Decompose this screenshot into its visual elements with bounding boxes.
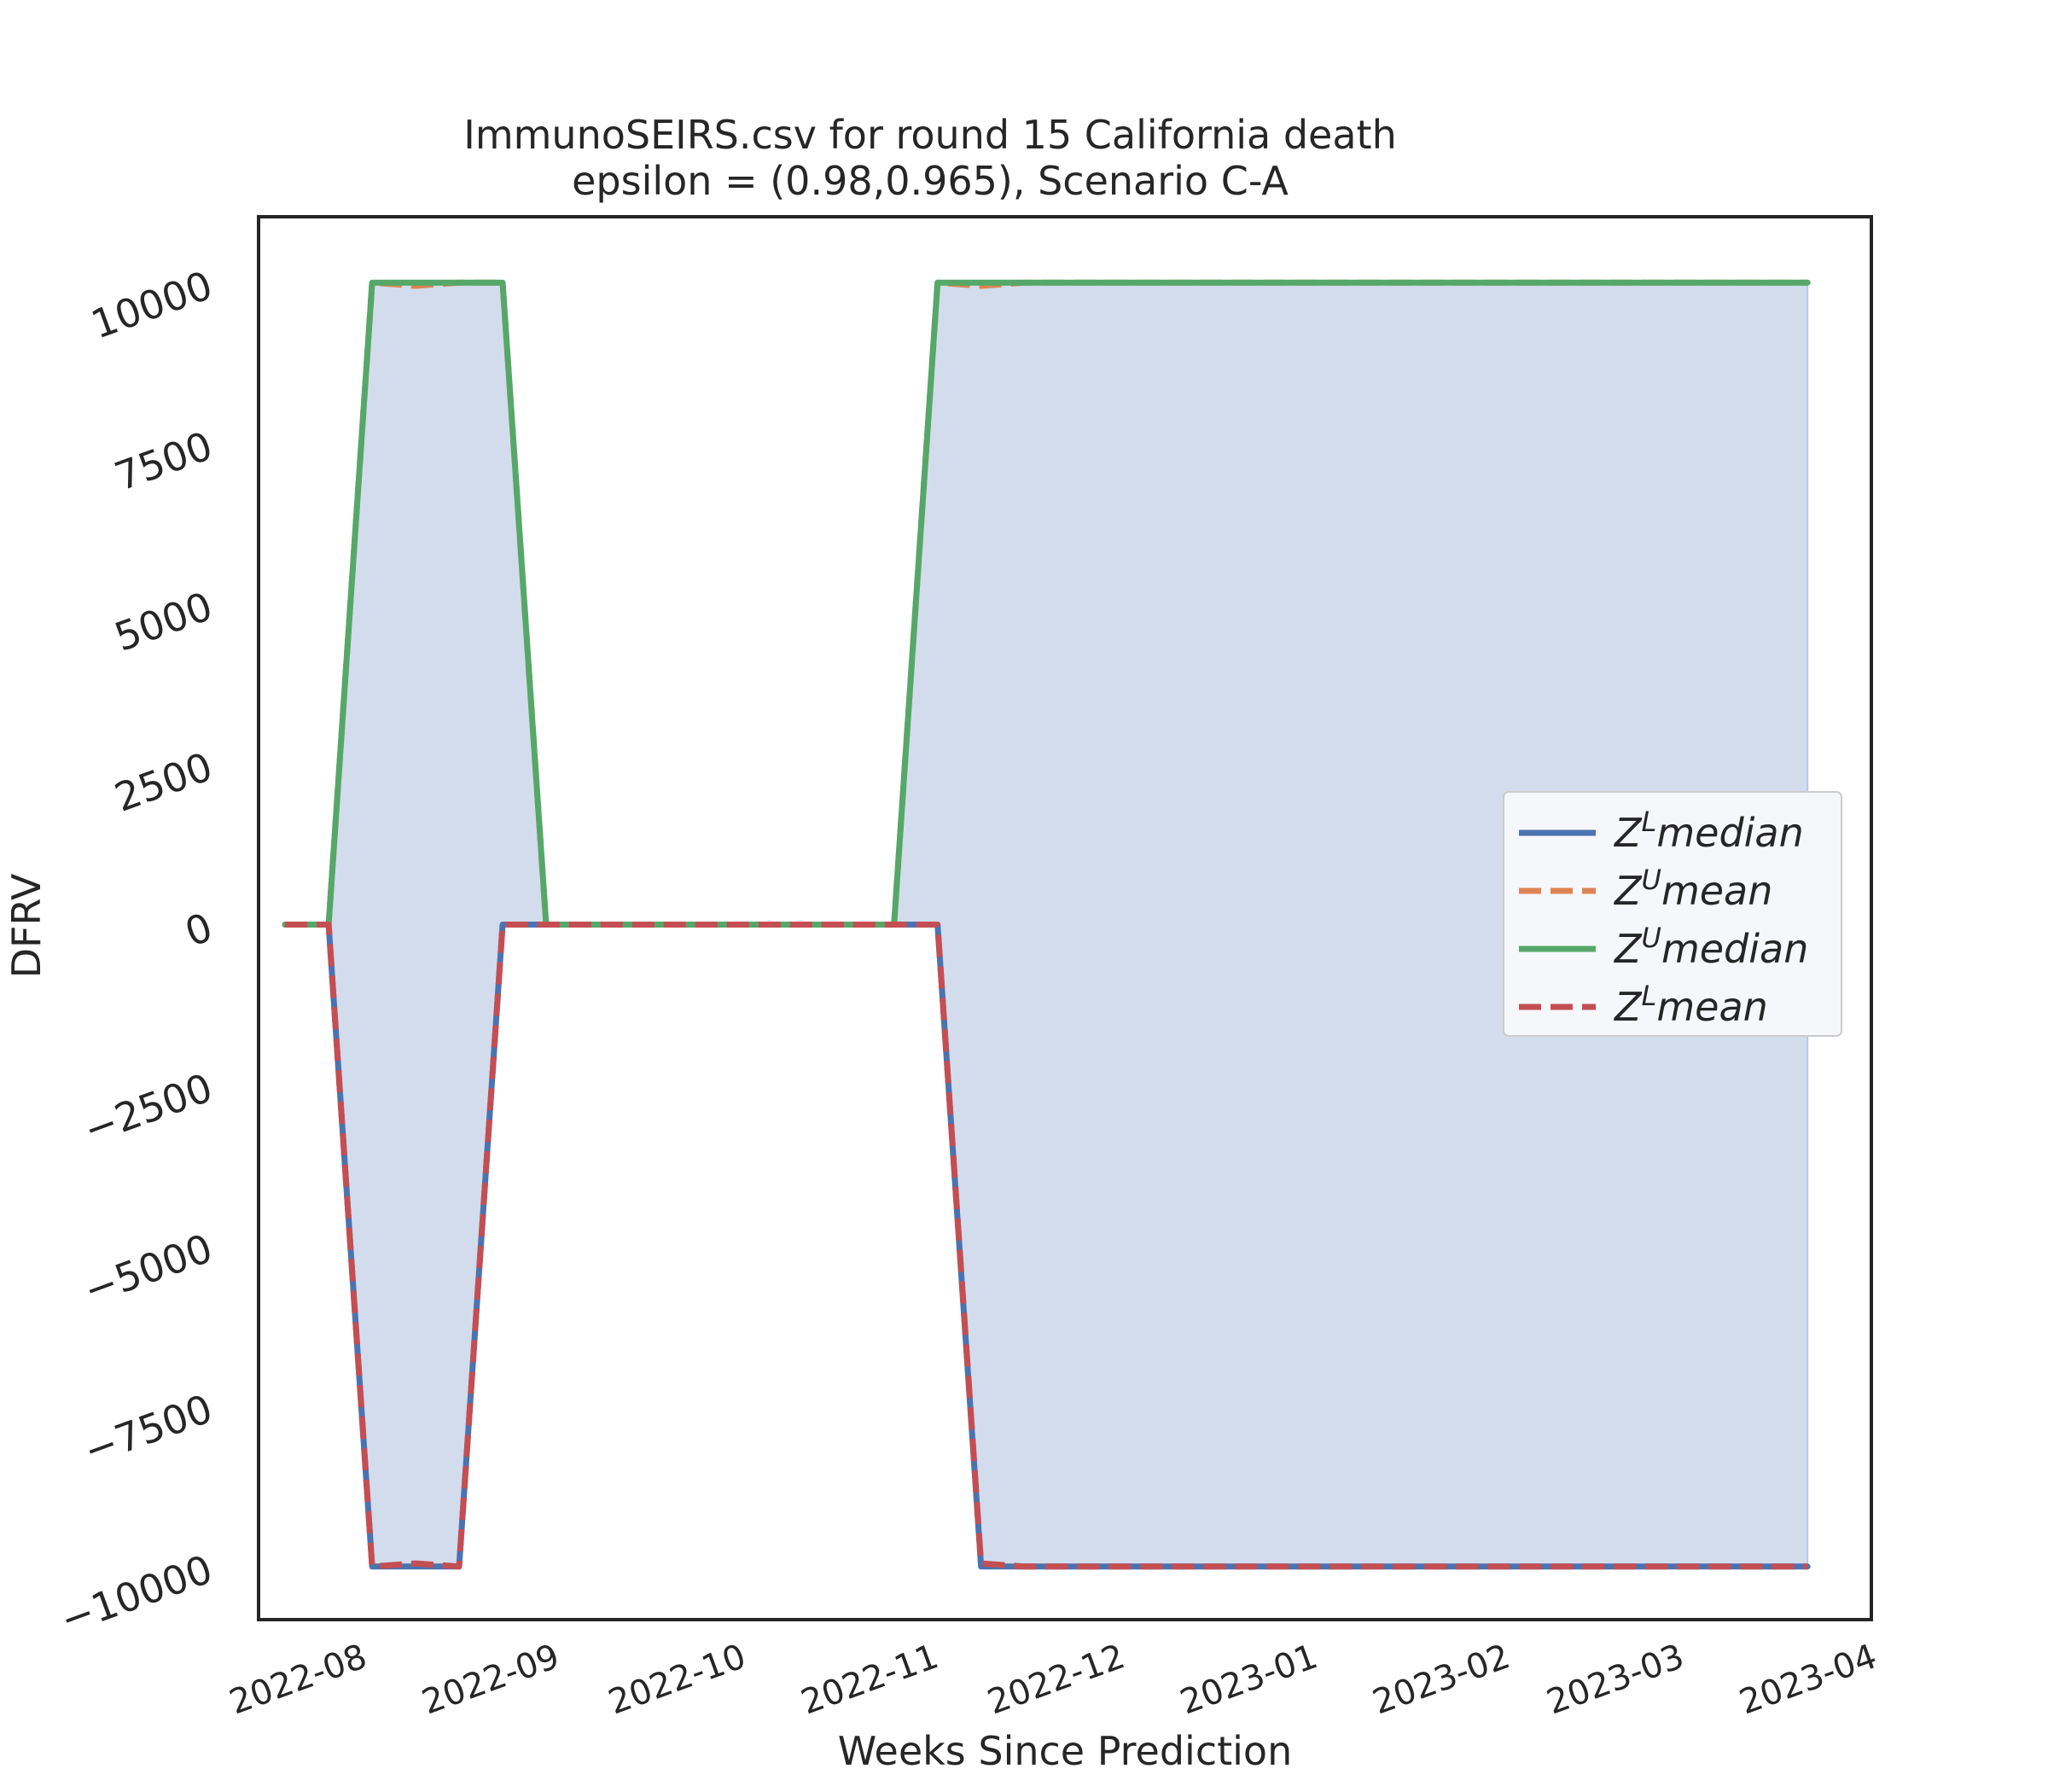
- y-axis-label: DFRV: [3, 873, 49, 978]
- legend-entry: ZUmean: [1613, 864, 1772, 914]
- legend-entry: ZLmedian: [1613, 806, 1804, 856]
- legend: ZLmedian ZUmean ZUmedian ZLmean: [1503, 791, 1842, 1037]
- x-axis-label: Weeks Since Prediction: [838, 1728, 1292, 1774]
- series-line-zl-mean: [285, 922, 1808, 1570]
- legend-entry: ZUmedian: [1613, 922, 1808, 972]
- chart-title-line2: epsilon = (0.98,0.965), Scenario C-A: [572, 158, 1289, 204]
- chart-title-line1: ImmunoSEIRS.csv for round 15 California …: [463, 112, 1397, 158]
- plot-frame: [257, 215, 1873, 1621]
- legend-entry: ZLmean: [1613, 980, 1768, 1030]
- legend-box: [1503, 791, 1842, 1037]
- series-line-zu-median: [282, 279, 1811, 928]
